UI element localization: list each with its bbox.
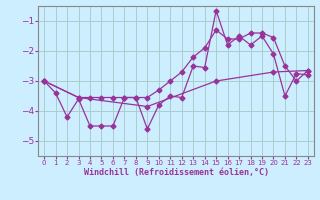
X-axis label: Windchill (Refroidissement éolien,°C): Windchill (Refroidissement éolien,°C): [84, 168, 268, 177]
